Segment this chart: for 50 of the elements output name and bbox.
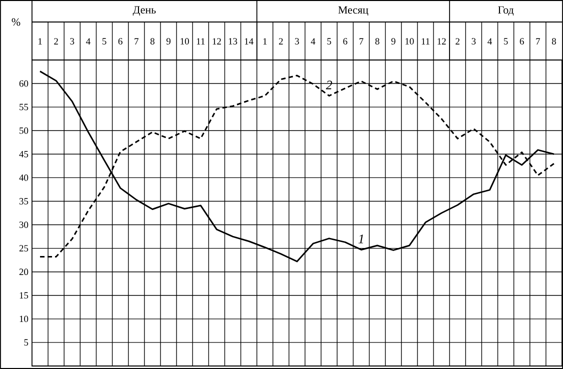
x-tick-label: 6 xyxy=(520,38,524,44)
x-tick-label: 8 xyxy=(150,38,154,44)
x-tick-label: 11 xyxy=(196,38,205,44)
x-tick-label: 8 xyxy=(552,38,556,44)
x-tick-label: 1 xyxy=(38,38,42,44)
y-tick-label: 50 xyxy=(20,127,28,134)
y-tick-label: 45 xyxy=(19,150,28,158)
x-tick-label: 4 xyxy=(86,38,90,44)
x-tick-label: 12 xyxy=(438,38,446,44)
x-tick-label: 5 xyxy=(504,38,508,44)
x-tick-label: 5 xyxy=(327,38,332,44)
y-tick-label: 30 xyxy=(19,222,28,228)
text: Месяц xyxy=(338,6,368,16)
x-tick-label: 4 xyxy=(310,38,316,44)
text: День xyxy=(132,6,156,16)
x-tick-label: 6 xyxy=(118,38,122,44)
y-tick-label: 40 xyxy=(19,174,28,181)
y-tick-label: 5 xyxy=(24,339,28,346)
x-tick-label: 1 xyxy=(263,38,267,44)
x-tick-label: 3 xyxy=(295,38,299,44)
text: Год xyxy=(498,6,514,16)
x-tick-label: 5 xyxy=(102,38,106,44)
x-tick-label: 13 xyxy=(228,38,238,44)
x-tick-label: 2 xyxy=(54,38,58,44)
x-tick-label: 4 xyxy=(488,38,492,44)
y-tick-label: 20 xyxy=(19,268,28,276)
x-tick-label: 8 xyxy=(375,38,380,44)
x-tick-label: 3 xyxy=(70,38,74,44)
x-tick-label: 7 xyxy=(360,38,364,44)
y-tick-label: 60 xyxy=(19,80,28,87)
x-tick-label: 10 xyxy=(180,38,189,44)
x-tick-label: 10 xyxy=(406,38,414,44)
x-tick-label: 3 xyxy=(472,38,476,44)
x-tick-label: 9 xyxy=(391,38,396,44)
x-tick-label: 6 xyxy=(343,38,348,44)
x-tick-label: 14 xyxy=(244,38,254,44)
x-tick-label: 7 xyxy=(536,38,540,44)
y-tick-label: 15 xyxy=(20,292,28,299)
y-tick-label: 25 xyxy=(19,245,28,252)
x-tick-label: 2 xyxy=(456,38,460,44)
x-tick-label: 12 xyxy=(212,38,221,44)
y-tick-label: 10 xyxy=(20,316,28,322)
x-tick-label: 9 xyxy=(166,38,170,44)
y-tick-label: 55 xyxy=(20,104,28,110)
y-tick-label: 35 xyxy=(19,198,28,204)
x-tick-label: 7 xyxy=(134,38,138,44)
x-tick-label: 11 xyxy=(422,38,430,44)
x-tick-label: 2 xyxy=(278,38,283,44)
series-label: 1 xyxy=(358,234,364,244)
y-axis-title: % xyxy=(12,18,20,26)
